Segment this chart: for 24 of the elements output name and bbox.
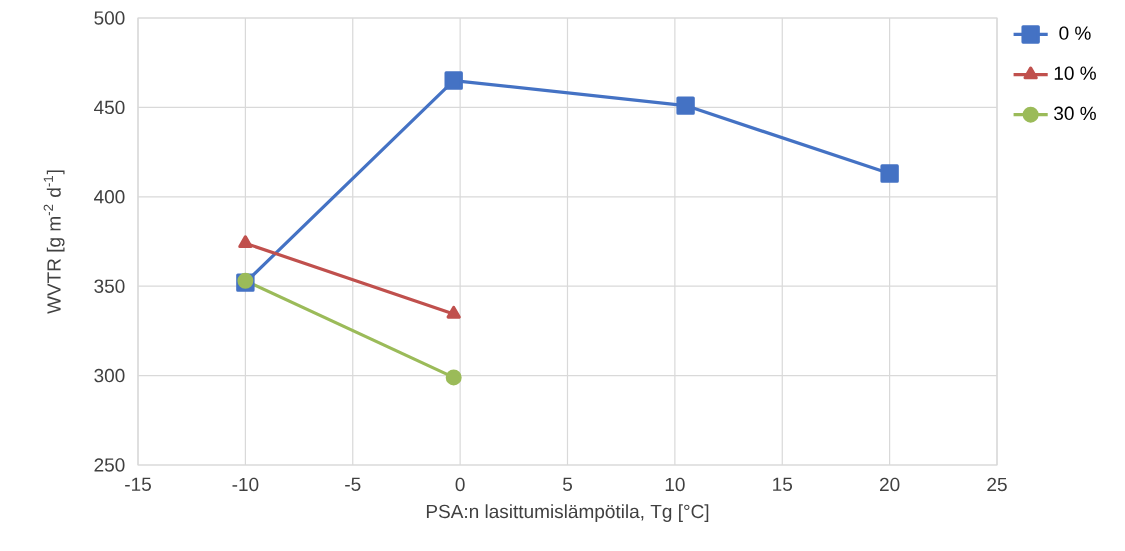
point [880,164,899,183]
point [444,71,463,90]
y-tick-label: 250 [94,458,125,472]
x-tick-label: 10 [665,477,685,492]
y-tick-label: 400 [94,190,125,204]
y-tick-label: 350 [94,279,125,293]
x-tick-label: -5 [345,477,361,491]
point [445,369,462,386]
legend-label: 0 % [1059,26,1091,40]
y-axis-title: WVTR [g m$^{-2}$ d$^{-1}$] [43,170,65,314]
y-tick-label: 500 [94,11,125,25]
x-tick-label: -10 [232,477,259,492]
x-tick-label: 0 [455,477,465,492]
legend-label: 30 % [1054,106,1096,121]
x-axis-title: PSA:n lasittumislämpötila, Tg [°C] [426,504,709,522]
x-tick-label: 25 [987,477,1007,492]
x-tick-label: 15 [773,477,793,491]
x-tick-label: 5 [562,477,573,491]
y-tick-label: 450 [94,100,125,115]
legend-label: 10 % [1054,66,1096,80]
x-tick-label: 20 [880,477,900,492]
point [676,96,695,115]
x-tick-label: -15 [125,477,151,491]
y-tick-label: 300 [94,368,125,383]
